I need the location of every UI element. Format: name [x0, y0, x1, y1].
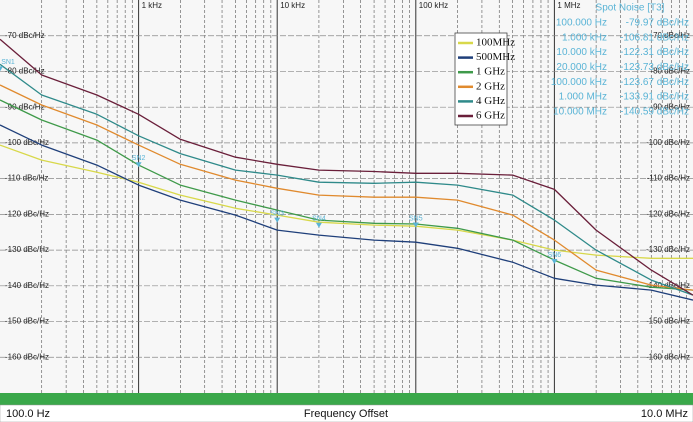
x-start-label: 100.0 Hz — [6, 408, 50, 420]
spot-noise-value: -140.59 dBc/Hz — [620, 106, 689, 117]
legend-box — [454, 32, 508, 126]
y-tick-label-right: -80 dBc/Hz — [650, 67, 690, 76]
series-line — [0, 84, 693, 291]
y-tick-label-right: -110 dBc/Hz — [647, 174, 690, 183]
footer — [0, 404, 693, 422]
x-tick-label: 1 kHz — [142, 1, 162, 10]
spot-noise-value: -79.97 dBc/Hz — [626, 18, 689, 29]
x-tick-label: 10 kHz — [280, 1, 305, 10]
spot-noise-title: Spot Noise [T3] — [596, 3, 665, 14]
y-tick-label: -80 dBc/Hz — [5, 67, 45, 76]
y-tick-label-right: -150 dBc/Hz — [646, 317, 690, 326]
spot-noise-frequency: 10.000 MHz — [553, 106, 607, 117]
series-line — [0, 144, 693, 259]
spot-noise-value: -106.81 dBc/Hz — [620, 32, 689, 43]
spot-noise-frequency: 1.000 MHz — [559, 92, 607, 103]
marker-label: SN1 — [1, 59, 15, 66]
y-tick-label: -100 dBc/Hz — [5, 138, 49, 147]
legend-label: 100MHz — [476, 37, 515, 49]
spot-noise-frequency: 10.000 kHz — [556, 47, 607, 58]
spot-noise-value: -123.67 dBc/Hz — [620, 77, 689, 88]
marker — [412, 222, 419, 228]
marker-label: SN2 — [132, 155, 146, 162]
y-tick-label: -160 dBc/Hz — [5, 352, 49, 361]
y-tick-label-right: -120 dBc/Hz — [646, 209, 690, 218]
marker-label: SN4 — [312, 216, 326, 223]
y-tick-label-right: -70 dBc/Hz — [650, 31, 690, 40]
series-lines — [0, 38, 693, 301]
spot-noise-frequency: 100.000 Hz — [556, 18, 607, 29]
y-tick-label: -150 dBc/Hz — [5, 317, 49, 326]
y-tick-label: -120 dBc/Hz — [5, 209, 49, 218]
marker — [551, 259, 558, 265]
legend-label: 1 GHz — [476, 66, 505, 78]
marker-label: SN3 — [270, 210, 284, 217]
y-tick-label-right: -100 dBc/Hz — [646, 138, 690, 147]
spot-noise-value: -133.91 dBc/Hz — [620, 92, 689, 103]
marker — [0, 66, 3, 72]
x-tick-label: 100 kHz — [419, 1, 448, 10]
marker — [274, 217, 281, 223]
spot-noise-frequency: 20.000 kHz — [556, 62, 607, 73]
marker — [135, 162, 142, 168]
legend-label: 2 GHz — [476, 80, 505, 92]
y-tick-label: -90 dBc/Hz — [5, 102, 45, 111]
legend-label: 4 GHz — [476, 95, 505, 107]
spot-noise-value: -122.31 dBc/Hz — [620, 47, 689, 58]
spot-noise-value: -123.73 dBc/Hz — [620, 62, 689, 73]
green-bar — [0, 393, 693, 405]
y-tick-label: -110 dBc/Hz — [5, 174, 48, 183]
spot-noise-frequency: 100.000 kHz — [551, 77, 607, 88]
legend-label: 500MHz — [476, 51, 515, 63]
legend-label: 6 GHz — [476, 110, 505, 122]
series-line — [0, 99, 693, 291]
series-line — [0, 63, 693, 296]
y-tick-label-right: -130 dBc/Hz — [646, 245, 690, 254]
y-tick-label: -140 dBc/Hz — [5, 281, 49, 290]
x-axis-title: Frequency Offset — [304, 408, 388, 420]
y-tick-label-right: -160 dBc/Hz — [646, 352, 690, 361]
y-tick-label: -70 dBc/Hz — [5, 31, 45, 40]
series-line — [0, 124, 693, 301]
y-tick-label-right: -90 dBc/Hz — [650, 102, 690, 111]
x-end-label: 10.0 MHz — [641, 408, 688, 420]
overlay: SN1 SN2 SN3 SN4 SN5 SN6 100MHz 500MHz 1 GHz 2 GHz… — [0, 3, 689, 265]
x-tick-label: 1 MHz — [557, 1, 580, 10]
y-tick-label: -130 dBc/Hz — [5, 245, 49, 254]
marker-label: SN5 — [409, 215, 423, 222]
grid: 1 kHz 10 kHz 100 kHz 1 MHz -70 dBc/Hz -70 dBc… — [0, 0, 693, 393]
spot-noise-frequency: 1.000 kHz — [562, 32, 607, 43]
marker-label: SN6 — [548, 252, 562, 259]
series-line — [0, 38, 693, 296]
marker — [315, 222, 322, 228]
